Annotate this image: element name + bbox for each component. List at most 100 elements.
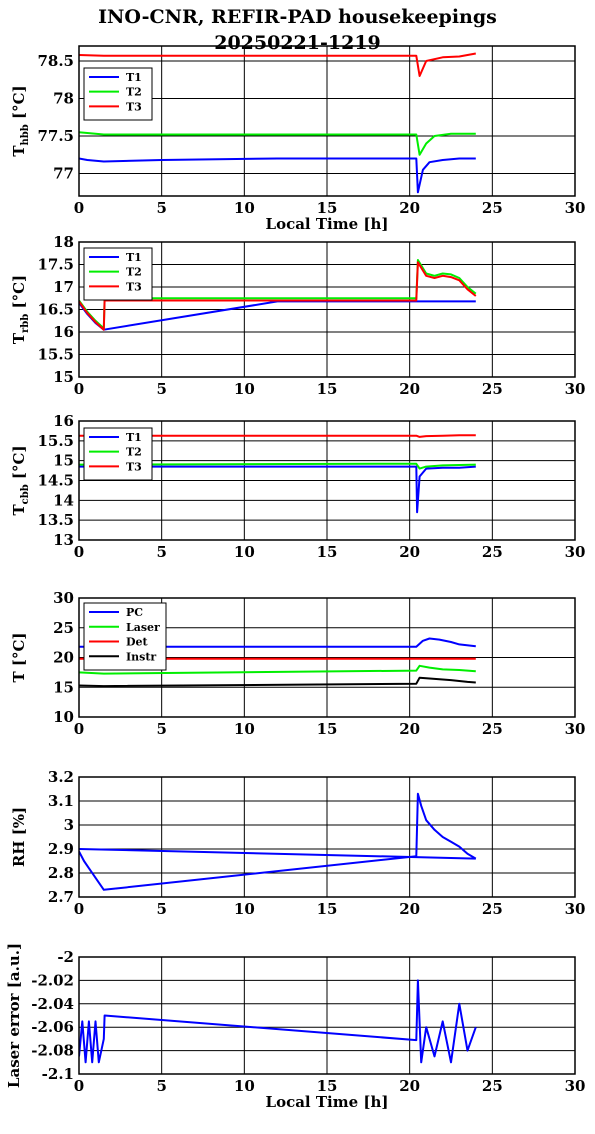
plot-frame-3 — [78, 597, 576, 718]
legend-label-t3: T3 — [126, 460, 142, 473]
y-tick-label-4-4: 3.1 — [48, 792, 74, 810]
legend-label-t1: T1 — [126, 431, 142, 444]
y-tick-label-5-3: -2.04 — [31, 995, 74, 1013]
chart-panel-1: 0 5 10 15 20 25 30 15 15.5 16 16.5 17 17.5 18 Trbb [°C… — [10, 233, 585, 398]
x-tick-label-0-4: 20 — [399, 199, 420, 217]
chart-title: INO-CNR, REFIR-PAD housekeepings 2025022… — [0, 4, 595, 56]
series-line-laser-3 — [79, 664, 476, 675]
y-tick-label-4-2: 2.9 — [48, 840, 74, 858]
series-line-t1-1 — [79, 300, 476, 331]
chart-panel-0: 0 5 10 15 20 25 30 77 77.5 78 78.5 Thbb [°C] Local T… — [10, 45, 585, 233]
y-tick-label-0-0: 77 — [53, 165, 74, 183]
legend-label-det: Det — [126, 636, 149, 649]
y-tick-label-2-3: 14.5 — [37, 472, 74, 490]
y-axis-label-5: Laser error [a.u.] — [5, 943, 23, 1088]
x-tick-label-2-2: 10 — [234, 543, 255, 561]
y-tick-label-2-6: 16 — [53, 412, 74, 430]
x-tick-label-2-1: 5 — [156, 543, 166, 561]
chart-panel-3: 0 5 10 15 20 25 30 10 15 20 25 30 T [°C] PC Laser DetIn… — [10, 589, 585, 738]
y-tick-label-2-2: 14 — [53, 491, 74, 509]
legend-label-t2: T2 — [126, 86, 142, 99]
x-tick-label-3-6: 30 — [565, 720, 586, 738]
x-tick-label-3-4: 20 — [399, 720, 420, 738]
plot-frame-1 — [78, 241, 576, 378]
x-tick-label-0-5: 25 — [482, 199, 503, 217]
y-tick-label-1-0: 15 — [53, 368, 74, 386]
legend-box — [83, 602, 167, 671]
chart-panel-4: 0 5 10 15 20 25 30 2.7 2.8 2.9 3 3.1 3.2 RH [%] — [10, 768, 585, 918]
y-tick-label-1-6: 18 — [53, 233, 74, 251]
y-tick-label-0-3: 78.5 — [37, 52, 74, 70]
x-tick-label-5-3: 15 — [317, 1077, 338, 1095]
x-tick-label-0-2: 10 — [234, 199, 255, 217]
x-axis-label-0: Local Time [h] — [266, 215, 389, 233]
series-group-1 — [79, 259, 477, 331]
x-tick-label-2-6: 30 — [565, 543, 586, 561]
y-tick-label-1-3: 16.5 — [37, 301, 74, 319]
x-tick-label-0-3: 15 — [317, 199, 338, 217]
x-tick-label-5-0: 0 — [74, 1077, 84, 1095]
x-tick-label-0-1: 5 — [156, 199, 166, 217]
chart-panel-5: 0 5 10 15 20 25 30 -2.1 -2.08 -2.06 -2.04 -2.02 -2 La… — [5, 943, 585, 1111]
x-tick-label-3-1: 5 — [156, 720, 166, 738]
x-tick-label-0-0: 0 — [74, 199, 84, 217]
y-tick-label-3-1: 15 — [53, 678, 74, 696]
series-line-instr-3 — [79, 676, 476, 688]
series-line-t3-0 — [79, 52, 476, 77]
series-line-t1-2 — [79, 465, 476, 514]
y-tick-label-5-1: -2.08 — [31, 1042, 74, 1060]
x-tick-label-5-4: 20 — [399, 1077, 420, 1095]
y-axis-label-1: Trbb [°C] — [10, 275, 31, 344]
y-axis-label-4: RH [%] — [10, 807, 28, 867]
y-tick-label-1-4: 17 — [53, 278, 74, 296]
x-tick-label-5-1: 5 — [156, 1077, 166, 1095]
x-tick-label-4-3: 15 — [317, 900, 338, 918]
x-tick-label-2-4: 20 — [399, 543, 420, 561]
series-line-t2-0 — [79, 131, 476, 156]
y-tick-label-3-0: 10 — [53, 708, 74, 726]
legend-label-t1: T1 — [126, 71, 142, 84]
x-tick-label-1-3: 15 — [317, 380, 338, 398]
legend-label-t2: T2 — [126, 266, 142, 279]
x-tick-label-5-6: 30 — [565, 1077, 586, 1095]
x-tick-label-3-2: 10 — [234, 720, 255, 738]
y-tick-label-3-2: 20 — [53, 649, 74, 667]
plot-frame-0 — [78, 45, 576, 197]
x-tick-label-3-0: 0 — [74, 720, 84, 738]
y-tick-label-5-0: -2.1 — [42, 1065, 74, 1083]
y-tick-label-5-2: -2.06 — [31, 1018, 74, 1036]
x-tick-label-3-5: 25 — [482, 720, 503, 738]
x-tick-label-5-5: 25 — [482, 1077, 503, 1095]
series-line-data-4 — [79, 792, 477, 891]
y-axis-label-0: Thbb [°C] — [10, 85, 31, 156]
y-tick-label-5-4: -2.02 — [31, 971, 74, 989]
x-tick-label-1-5: 25 — [482, 380, 503, 398]
x-tick-label-1-0: 0 — [74, 380, 84, 398]
legend-label-instr: Instr — [126, 650, 156, 663]
x-tick-label-1-6: 30 — [565, 380, 586, 398]
series-group-5 — [79, 979, 477, 1064]
y-tick-label-0-2: 78 — [53, 90, 74, 108]
plot-frame-5 — [78, 956, 576, 1075]
y-tick-label-1-1: 15.5 — [37, 346, 74, 364]
y-tick-label-2-5: 15.5 — [37, 432, 74, 450]
y-tick-label-1-2: 16 — [53, 323, 74, 341]
series-group-0 — [79, 52, 476, 194]
series-line-t1-0 — [79, 157, 476, 194]
x-tick-label-1-2: 10 — [234, 380, 255, 398]
x-tick-label-4-6: 30 — [565, 900, 586, 918]
y-tick-label-4-5: 3.2 — [48, 768, 74, 786]
y-axis-label-2: Tcbb [°C] — [10, 445, 31, 515]
series-line-data-5 — [79, 979, 477, 1064]
x-tick-label-1-1: 5 — [156, 380, 166, 398]
x-tick-label-4-5: 25 — [482, 900, 503, 918]
x-tick-label-4-1: 5 — [156, 900, 166, 918]
y-tick-label-2-0: 13 — [53, 531, 74, 549]
x-tick-label-2-3: 15 — [317, 543, 338, 561]
x-tick-label-3-3: 15 — [317, 720, 338, 738]
